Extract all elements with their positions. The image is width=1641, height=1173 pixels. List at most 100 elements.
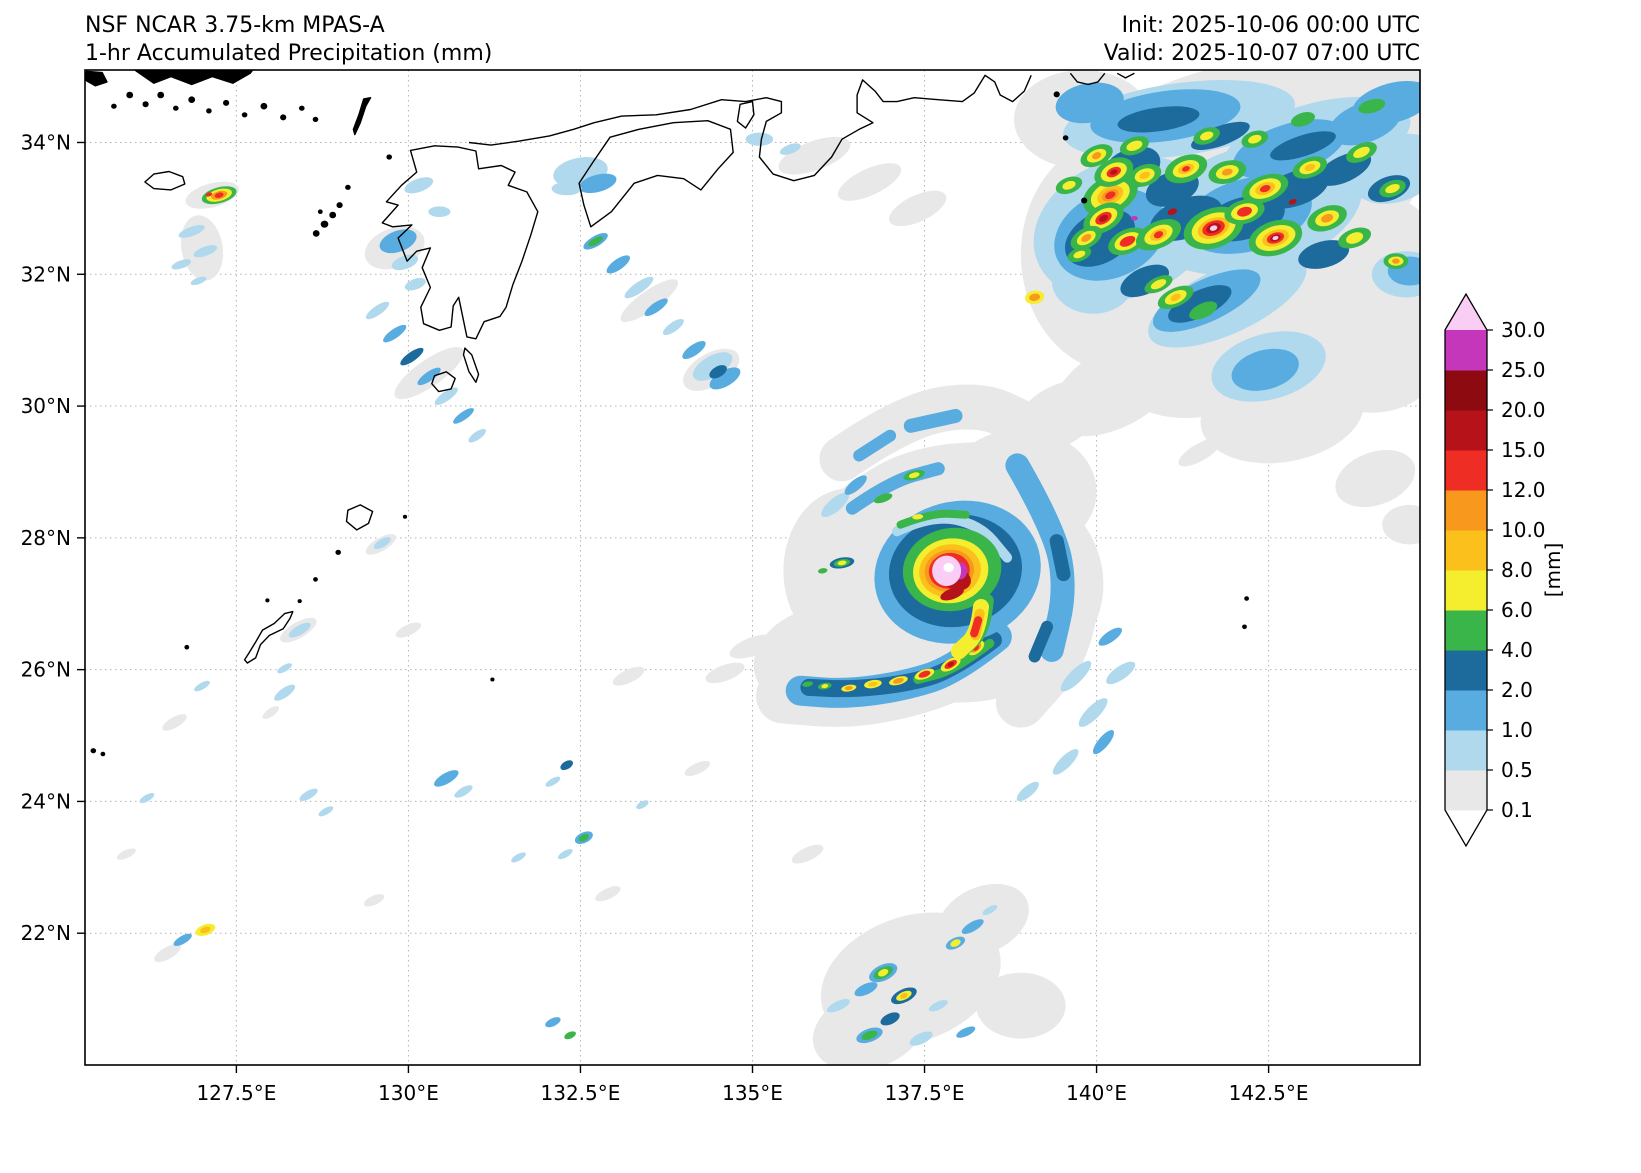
colorbar-segment [1445,650,1487,691]
precip-blob [1221,168,1233,176]
precip-blob [1353,146,1370,159]
precip-blob [373,537,391,550]
precip-blob [1029,293,1041,301]
colorbar-segment [1445,610,1487,651]
island-speck [402,514,408,519]
precip-blob [578,173,617,193]
colorbar-segment [1445,530,1487,571]
precip-blob [1131,216,1138,221]
island-speck [157,91,165,99]
island-speck [313,577,318,582]
precip-blob [709,365,727,379]
island-speck [100,751,106,757]
precip-blob [606,255,631,274]
precip-blob [844,475,867,495]
colorbar-tick-label: 8.0 [1501,558,1533,582]
y-tick-label: 28°N [21,526,71,550]
precip-blob [1098,627,1123,646]
colorbar-tick-label: 15.0 [1501,438,1546,462]
precip-blob [912,514,924,520]
precip-blob [1291,112,1315,127]
precip-blob [880,1012,900,1026]
precip-blob [1182,165,1190,172]
precip-blob [1385,184,1400,194]
island-speck [260,102,268,110]
precip-blob [956,1026,976,1038]
precip-blob [1119,235,1136,247]
precip-blob [802,681,814,687]
x-tick-label: 137.5°E [885,1081,965,1105]
precip-blob [644,298,668,316]
product-title: 1-hr Accumulated Precipitation (mm) [85,41,492,66]
precip-band [892,513,1013,563]
colorbar-tick-label: 20.0 [1501,398,1546,422]
precip-blob [200,926,211,934]
colorbar-over-arrow [1445,294,1487,330]
precip-blob [940,587,964,601]
precip-blob [868,681,878,687]
precip-blob [1168,285,1232,323]
precip-blob [1073,250,1086,259]
precip-blob [262,706,279,719]
precip-blob [190,276,207,286]
precip-blob [1052,749,1079,775]
precip-blob [1105,191,1116,199]
precip-blob [1321,213,1334,223]
precip-blob [854,982,878,997]
coastline-tsushima [352,97,372,136]
island-speck [312,116,319,122]
precip-blob [1092,152,1102,160]
precip-blob [817,568,828,574]
precip-blob [205,192,213,197]
precip-blob [778,136,851,175]
precip-blob [827,999,850,1013]
precip-blob [1200,131,1214,141]
precip-blob [684,760,711,777]
colorbar-tick-label: 12.0 [1501,478,1546,502]
y-tick-label: 24°N [21,789,71,813]
precip-blob [662,318,684,336]
precip-blob [116,848,136,860]
precip-blob [417,367,441,386]
island-speck [329,211,337,219]
precip-blob [1016,781,1039,802]
precip-blob [434,387,458,405]
precip-blob [943,562,954,573]
precip-blob [779,143,801,155]
precip-blob [588,236,603,247]
precip-blob [928,1000,948,1012]
precip-blob [404,177,434,194]
precip-blob [821,684,829,689]
precip-blob [288,622,311,638]
precip-blob [1060,660,1092,692]
precip-blob [1270,131,1336,161]
colorbar-tick-label: 6.0 [1501,598,1533,622]
precip-blob [1303,307,1420,413]
precip-blob [705,662,745,684]
coastline-awaji [736,100,755,129]
island-speck [241,112,248,118]
coastlines [85,70,1249,757]
colorbar-segment [1445,490,1487,531]
precip-blob [1117,106,1200,133]
precip-blob [1298,240,1350,269]
precip-blob [950,939,961,947]
precip-blob [918,670,931,678]
precip-blob [277,663,292,674]
colorbar-tick-label: 2.0 [1501,678,1533,702]
precip-blob [837,560,847,566]
precip-band [970,616,983,638]
colorbar-tick-label: 0.5 [1501,758,1533,782]
coastline-korea-west [85,70,108,87]
precipitation-field [116,70,1420,1065]
island-speck [1242,624,1247,630]
colorbar-tick-label: 25.0 [1501,358,1546,382]
precip-blob [560,760,574,771]
colorbar: 0.1 0.5 1.0 2.0 4.0 6.0 8.0 10.0 12.0 15.0 20.0 25.… [1444,292,1565,848]
colorbar-segment [1445,370,1487,411]
x-tick-label: 142.5°E [1229,1081,1309,1105]
precip-blob [1335,449,1416,508]
precip-band [1028,620,1053,663]
